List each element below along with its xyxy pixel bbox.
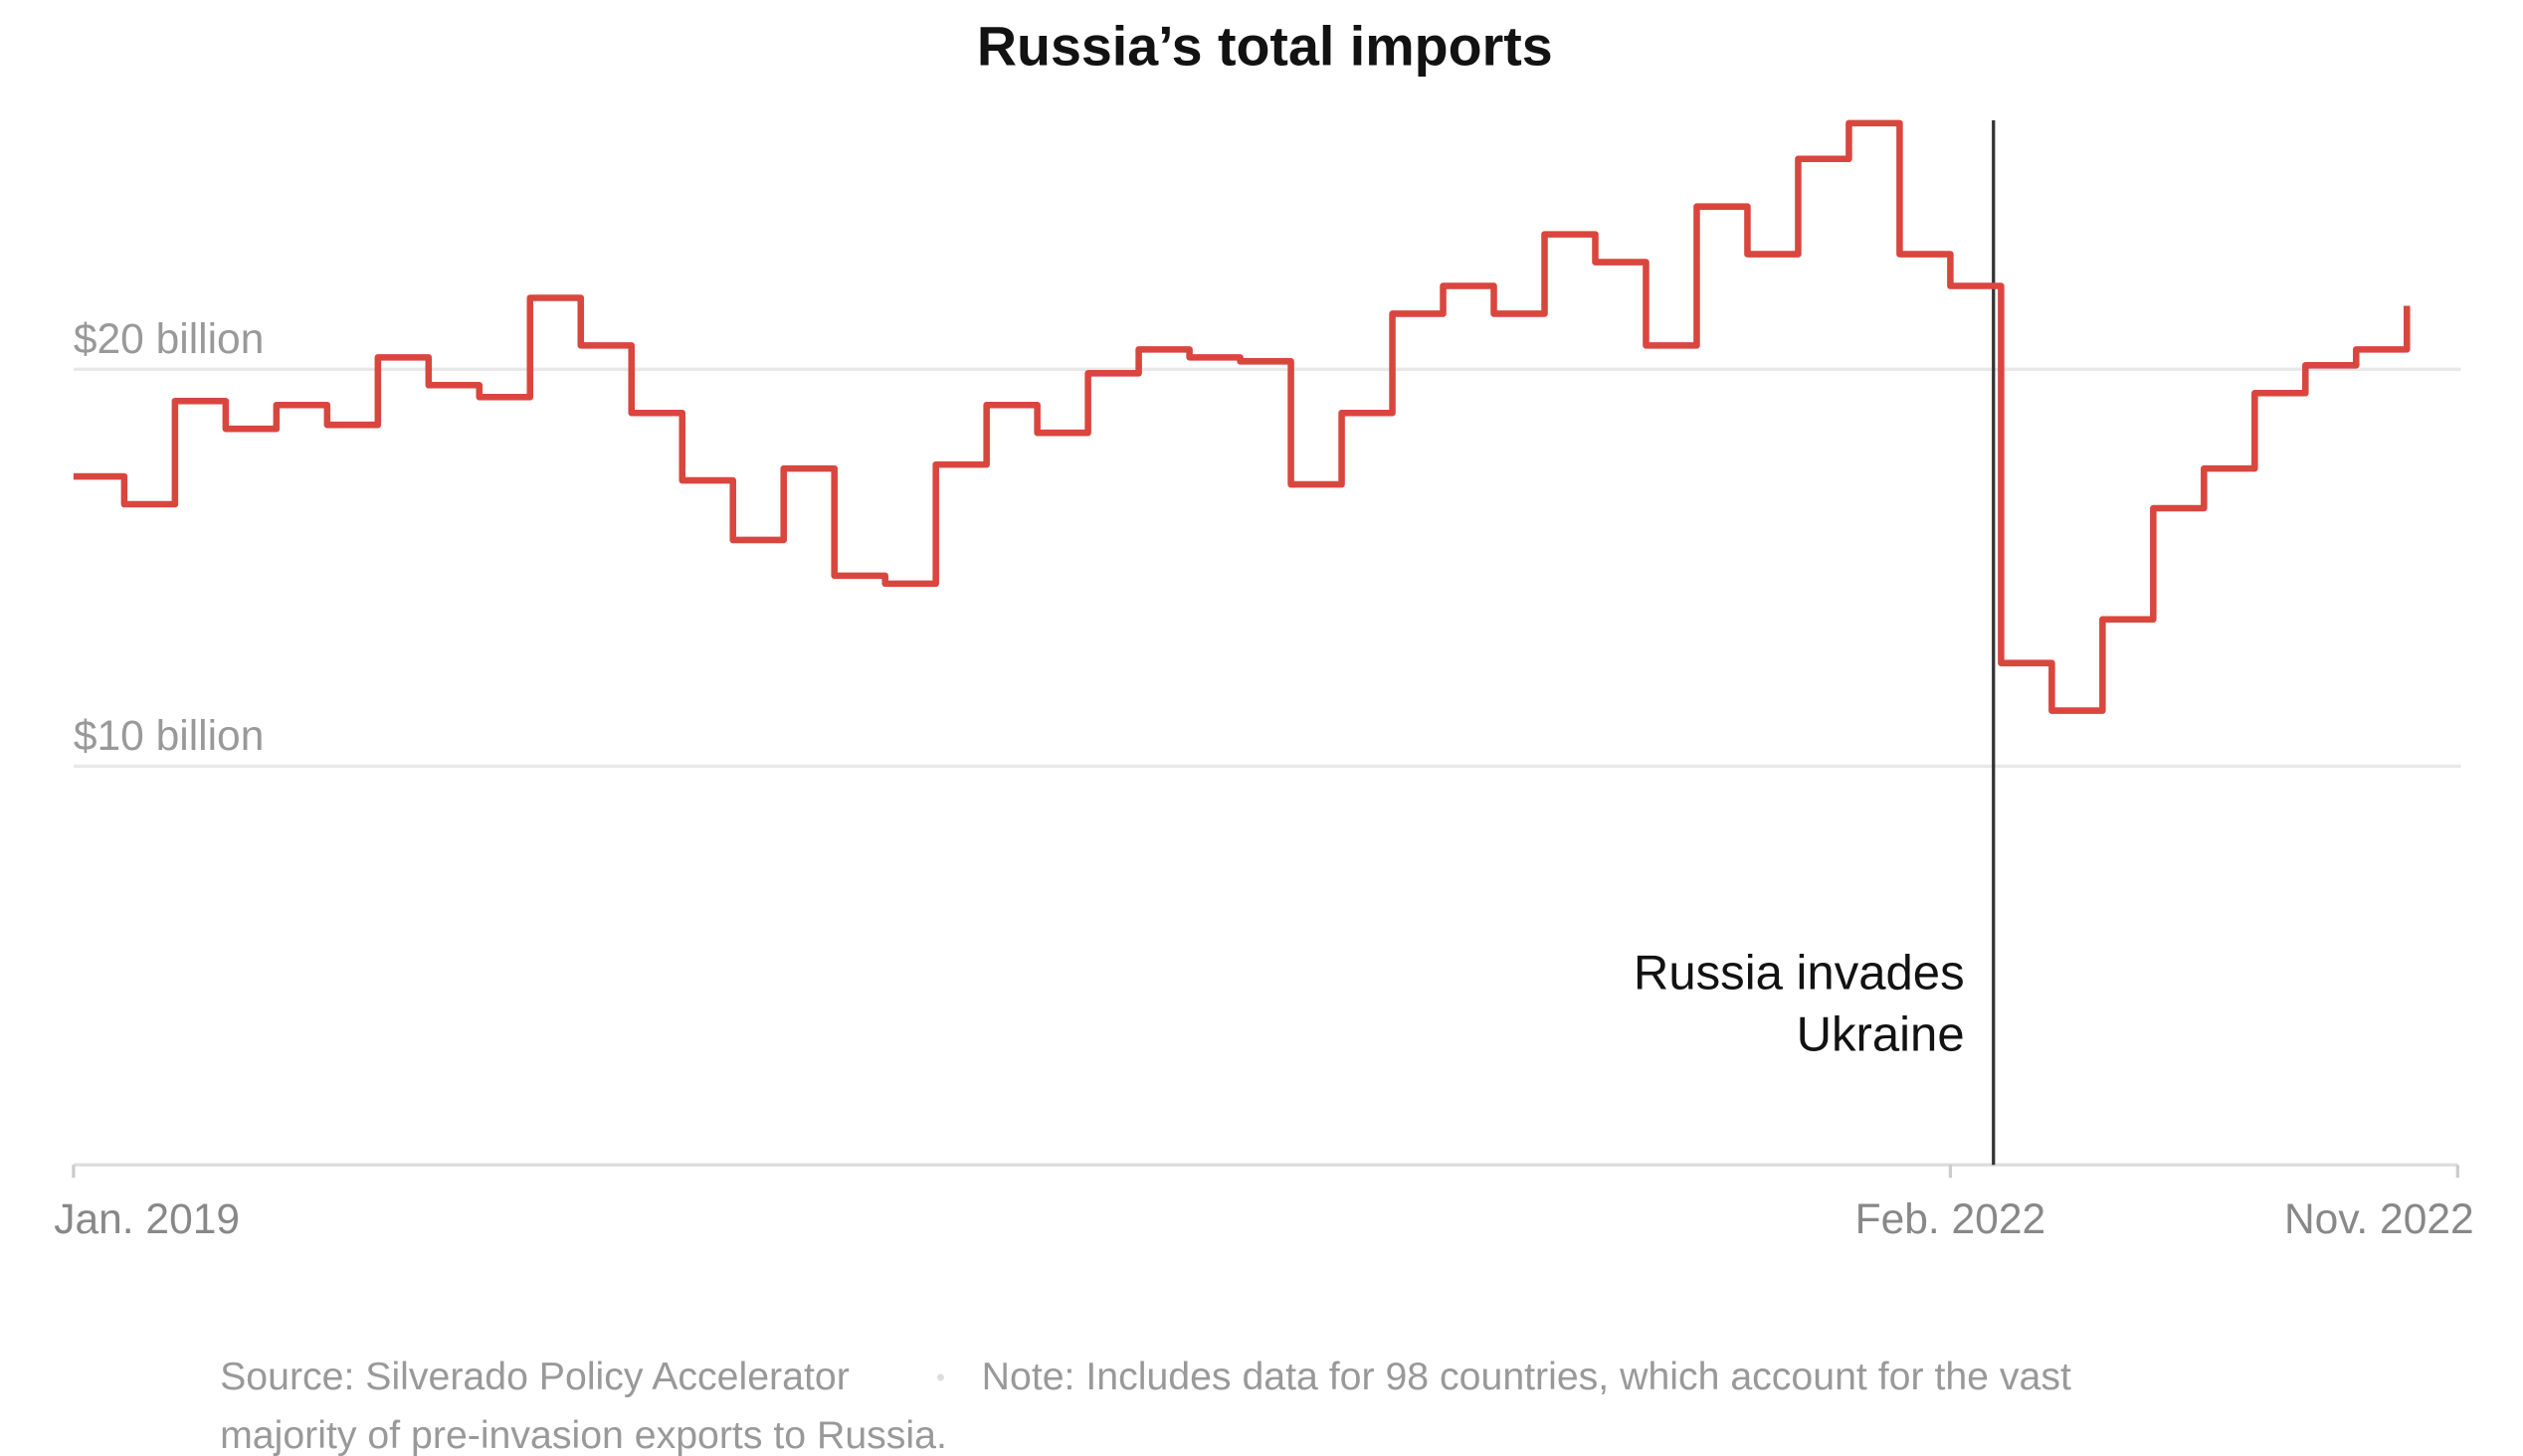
annotation-line1: Russia invades (1634, 947, 1965, 1001)
y-tick-labels: $10 billion $20 billion (74, 316, 264, 760)
series-line (73, 119, 2411, 714)
chart-title: Russia’s total imports (977, 15, 1553, 77)
footer-separator: • (936, 1363, 945, 1392)
y-tick-label: $10 billion (74, 713, 264, 760)
x-tick-label: Nov. 2022 (2284, 1196, 2474, 1243)
series-total-imports (73, 119, 2411, 714)
footer-note-line1: Note: Includes data for 98 countries, wh… (982, 1355, 2071, 1398)
annotation-line2: Ukraine (1797, 1008, 1965, 1062)
footer-note-line2: majority of pre-invasion exports to Russ… (220, 1413, 947, 1456)
x-axis: Jan. 2019 Feb. 2022 Nov. 2022 (54, 1163, 2474, 1243)
footer-source: Source: Silverado Policy Accelerator (220, 1355, 850, 1398)
y-tick-label: $20 billion (74, 316, 264, 363)
x-tick-label: Jan. 2019 (54, 1196, 240, 1243)
gridlines (73, 367, 2461, 769)
x-tick-label: Feb. 2022 (1855, 1196, 2045, 1243)
